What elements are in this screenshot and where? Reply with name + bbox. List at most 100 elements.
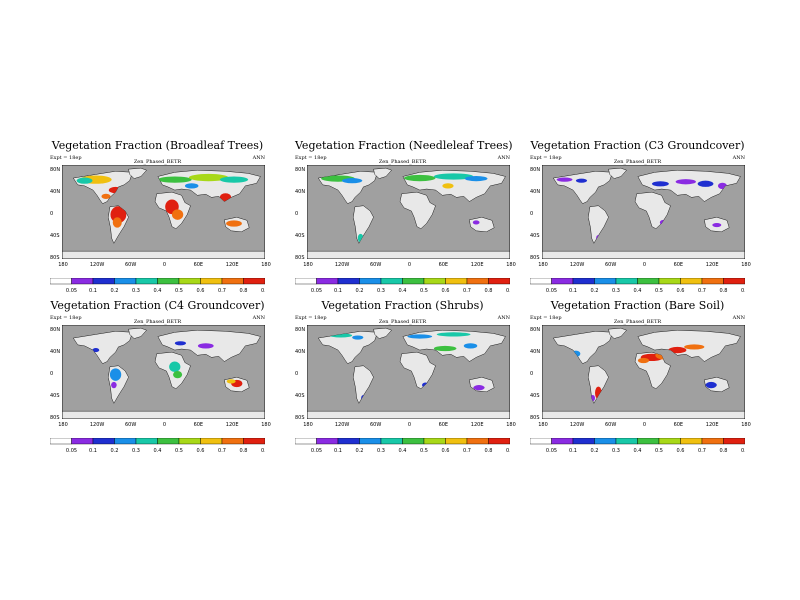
land-greenland [128, 167, 147, 179]
lat-tick-label: 80S [530, 255, 540, 261]
lat-tick-label: 80N [295, 327, 306, 333]
lon-tick-label: 120E [705, 422, 719, 428]
colorbar-label: 0.2 [111, 448, 119, 454]
colorbar-label: 0.7 [463, 288, 471, 294]
colorbar-swatch [530, 278, 552, 285]
experiment-label: Expt = 18ep [295, 155, 327, 161]
colorbar-label: 0.3 [132, 288, 140, 294]
run-label: Zen_Phased_BETR [613, 159, 662, 165]
lon-tick-label: 60E [193, 262, 204, 268]
colorbar-label: 0.05 [66, 448, 77, 454]
lon-tick-label: 60W [370, 422, 382, 428]
lon-tick-label: 120W [89, 262, 105, 268]
colorbar-swatch [615, 438, 638, 445]
field-patch [184, 183, 199, 189]
lon-tick-label: 180 [261, 422, 271, 428]
colorbar-swatch [423, 438, 446, 445]
experiment-label: Expt = 18ep [530, 315, 562, 321]
panel-title: Vegetation Fraction (C3 Groundcover) [530, 139, 745, 152]
colorbar-swatch [658, 438, 681, 445]
field-patch [436, 332, 471, 337]
season-label: ANN [252, 155, 265, 161]
colorbar-label: 0.1 [89, 448, 97, 454]
field-patch [157, 176, 192, 183]
colorbar-label: 0.9 [261, 288, 265, 294]
field-patch [171, 209, 184, 220]
lat-tick-label: 0 [50, 211, 54, 217]
field-patch [637, 357, 650, 364]
colorbar-swatch [92, 278, 115, 285]
field-patch [651, 181, 669, 187]
land-northAmerica [552, 331, 613, 364]
colorbar-label: 0.9 [741, 448, 745, 454]
land-greenland [128, 327, 147, 339]
land-southAmerica [588, 205, 609, 244]
land-northAmerica [317, 331, 378, 364]
season-label: ANN [732, 315, 745, 321]
lon-tick-label: 60W [125, 422, 137, 428]
land-antarctica [307, 250, 510, 259]
colorbar-swatch [402, 438, 425, 445]
colorbar-label: 0.8 [240, 448, 248, 454]
lon-tick-label: 60E [673, 422, 684, 428]
colorbar-label: 0.2 [591, 288, 599, 294]
colorbar-swatch [243, 278, 265, 285]
colorbar-swatch [680, 278, 703, 285]
lon-tick-label: 60E [673, 262, 684, 268]
colorbar-label: 0.5 [420, 288, 428, 294]
run-label: Zen_Phased_BETR [378, 319, 427, 325]
land-antarctica [542, 250, 745, 259]
panel-c4-groundcover: Vegetation Fraction (C4 Groundcover) Exp… [50, 300, 271, 470]
panel-title: Vegetation Fraction (Shrubs) [321, 299, 484, 312]
experiment-label: Expt = 18ep [295, 315, 327, 321]
lon-tick-label: 120W [569, 422, 585, 428]
lat-tick-label: 40S [530, 233, 540, 239]
colorbar-swatch [359, 278, 382, 285]
colorbar-swatch [295, 278, 317, 285]
colorbar-swatch [637, 438, 660, 445]
colorbar-label: 0.05 [546, 288, 557, 294]
colorbar-label: 0.05 [546, 448, 557, 454]
colorbar-swatch [572, 278, 595, 285]
land-antarctica [62, 410, 265, 419]
colorbar-label: 0.5 [175, 288, 183, 294]
colorbar: 0.05 0.1 0.2 0.3 0.4 0.5 0.6 0.7 0.8 0.9 [530, 438, 745, 454]
lon-tick-label: 0 [642, 422, 647, 428]
experiment-label: Expt = 18ep [50, 155, 82, 161]
colorbar-label: 0.9 [506, 288, 510, 294]
colorbar-label: 0.2 [356, 448, 364, 454]
lon-tick-label: 180 [741, 262, 751, 268]
map-shrubs [307, 325, 510, 419]
colorbar-label: 0.7 [698, 448, 706, 454]
run-label: Zen_Phased_BETR [613, 319, 662, 325]
lat-tick-label: 40N [295, 189, 306, 195]
colorbar-swatch [658, 278, 681, 285]
colorbar-swatch [530, 438, 552, 445]
colorbar-label: 0.4 [154, 448, 162, 454]
colorbar-swatch [551, 278, 574, 285]
lon-tick-label: 120W [89, 422, 105, 428]
field-patch [352, 335, 364, 340]
map-broadleaf-trees [62, 165, 265, 259]
lon-tick-label: 60W [605, 262, 617, 268]
field-patch [101, 193, 111, 199]
colorbar-label: 0.5 [655, 288, 663, 294]
colorbar-label: 0.6 [442, 288, 450, 294]
colorbar-swatch [423, 278, 446, 285]
lon-tick-label: 120E [225, 422, 239, 428]
colorbar: 0.05 0.1 0.2 0.3 0.4 0.5 0.6 0.7 0.8 0.9 [50, 278, 265, 294]
land-southAmerica [588, 365, 609, 404]
field-patch [76, 177, 93, 184]
lon-tick-label: 0 [162, 262, 167, 268]
colorbar-label: 0.1 [569, 448, 577, 454]
colorbar-label: 0.3 [612, 288, 620, 294]
land-greenland [373, 167, 392, 179]
colorbar-label: 0.1 [569, 288, 577, 294]
colorbar-swatch [723, 278, 745, 285]
field-patch [407, 334, 433, 339]
map-c3-groundcover [542, 165, 745, 259]
lon-tick-label: 0 [642, 262, 647, 268]
colorbar-label: 0.8 [720, 288, 728, 294]
lat-tick-label: 80S [530, 415, 540, 421]
vegetation-field [571, 344, 717, 402]
